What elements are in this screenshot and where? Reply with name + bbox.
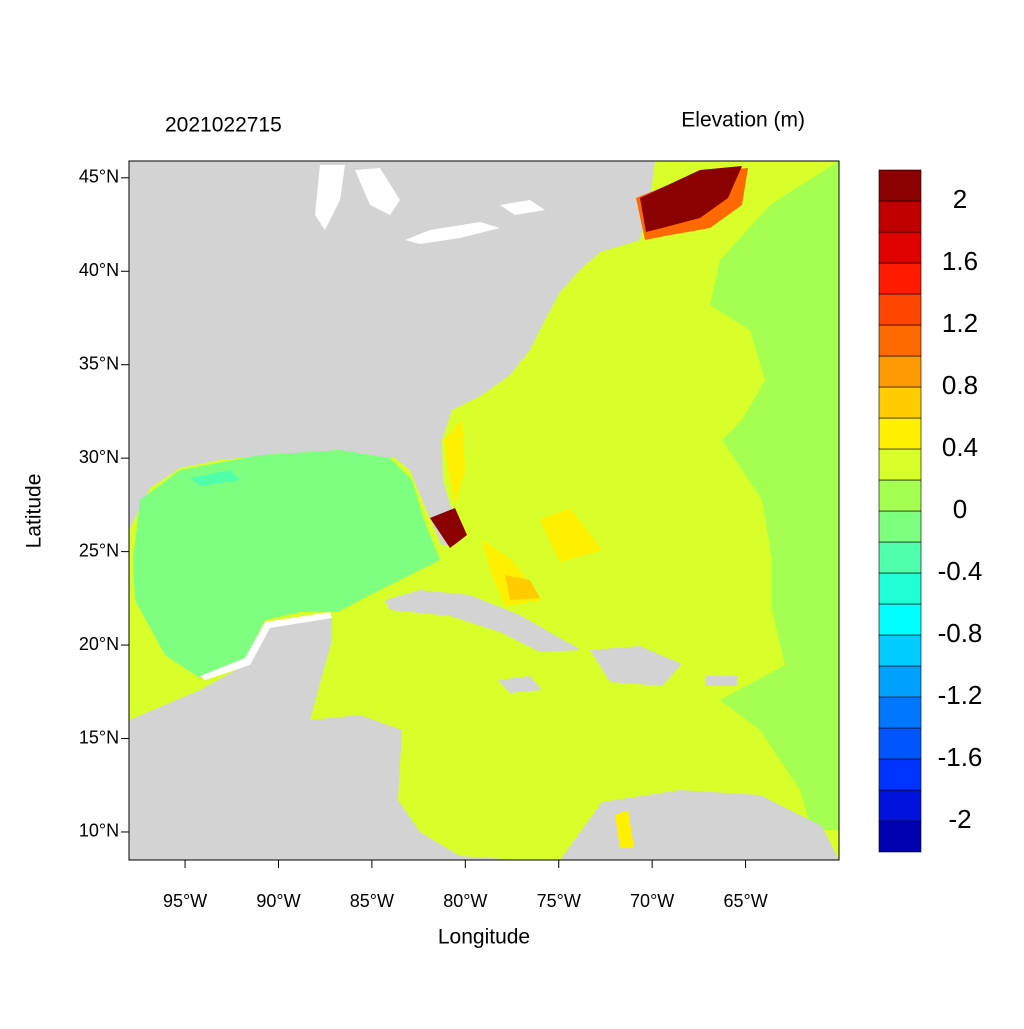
map-title: 2021022715 bbox=[165, 114, 282, 137]
colorbar-label: -0.8 bbox=[938, 618, 983, 648]
y-tick-label: 10°N bbox=[79, 821, 119, 841]
colorbar-label: -0.4 bbox=[938, 556, 983, 586]
x-tick-label: 70°W bbox=[630, 891, 674, 911]
colorbar-label: -2 bbox=[948, 804, 971, 834]
colorbar-label: 1.6 bbox=[942, 246, 978, 276]
colorbar-box bbox=[878, 789, 922, 822]
colorbar-box bbox=[878, 696, 922, 729]
colorbar-box bbox=[878, 634, 922, 667]
colorbar-title: Elevation (m) bbox=[681, 109, 805, 132]
colorbar-box bbox=[878, 169, 922, 202]
map bbox=[129, 161, 839, 860]
land bbox=[385, 590, 582, 652]
land bbox=[129, 161, 655, 546]
colorbar-label: 1.2 bbox=[942, 308, 978, 338]
colorbar-label: -1.6 bbox=[938, 742, 983, 772]
colorbar-label: 2 bbox=[953, 184, 967, 214]
y-tick-label: 40°N bbox=[79, 260, 119, 280]
florida-coast bbox=[444, 420, 465, 505]
colorbar-box bbox=[878, 727, 922, 760]
colorbar-label: 0.8 bbox=[942, 370, 978, 400]
florida-surge bbox=[430, 508, 467, 548]
x-tick-label: 90°W bbox=[256, 891, 300, 911]
colorbar-box bbox=[878, 603, 922, 636]
y-tick-label: 15°N bbox=[79, 727, 119, 747]
colorbar-box bbox=[878, 479, 922, 512]
lake bbox=[500, 200, 545, 215]
colorbar-box bbox=[878, 572, 922, 605]
lake bbox=[315, 165, 345, 230]
colorbar-label: -1.2 bbox=[938, 680, 983, 710]
coastline bbox=[200, 612, 332, 680]
gulf-of-maine bbox=[640, 166, 742, 232]
y-tick-label: 35°N bbox=[79, 353, 119, 373]
y-tick-label: 25°N bbox=[79, 540, 119, 560]
colorbar-box bbox=[878, 820, 922, 853]
x-axis-label: Longitude bbox=[438, 926, 530, 949]
y-axis-label: Latitude bbox=[23, 474, 46, 549]
colorbar-label: 0.4 bbox=[942, 432, 978, 462]
bahamas bbox=[505, 575, 540, 600]
colorbar-box bbox=[878, 510, 922, 543]
east-band bbox=[710, 161, 839, 830]
gulf-coast bbox=[190, 470, 240, 486]
colorbar-box bbox=[878, 665, 922, 698]
colorbar-box bbox=[878, 200, 922, 233]
colorbar-box bbox=[878, 541, 922, 574]
x-tick-label: 80°W bbox=[443, 891, 487, 911]
x-tick-label: 95°W bbox=[163, 891, 207, 911]
colorbar-box bbox=[878, 448, 922, 481]
y-tick-label: 30°N bbox=[79, 447, 119, 467]
colorbar-box bbox=[878, 355, 922, 388]
x-tick-label: 85°W bbox=[350, 891, 394, 911]
land bbox=[705, 676, 737, 686]
land bbox=[590, 646, 682, 686]
colorbar-label: 0 bbox=[953, 494, 967, 524]
colorbar-box bbox=[878, 324, 922, 357]
land bbox=[498, 676, 542, 693]
plot-frame bbox=[128, 160, 840, 861]
colorbar-box bbox=[878, 758, 922, 791]
lake bbox=[405, 222, 500, 244]
x-tick-label: 65°W bbox=[723, 891, 767, 911]
colorbar-box bbox=[878, 386, 922, 419]
colorbar-box bbox=[878, 231, 922, 264]
colorbar-box bbox=[878, 417, 922, 450]
colorbar-box bbox=[878, 262, 922, 295]
lake bbox=[355, 168, 400, 215]
x-tick-label: 75°W bbox=[537, 891, 581, 911]
gulf bbox=[133, 450, 440, 678]
y-tick-label: 45°N bbox=[79, 167, 119, 187]
south-coast bbox=[615, 810, 634, 848]
land bbox=[129, 614, 520, 860]
bahamas bbox=[540, 508, 602, 562]
y-tick-label: 20°N bbox=[79, 634, 119, 654]
colorbar-box bbox=[878, 293, 922, 326]
